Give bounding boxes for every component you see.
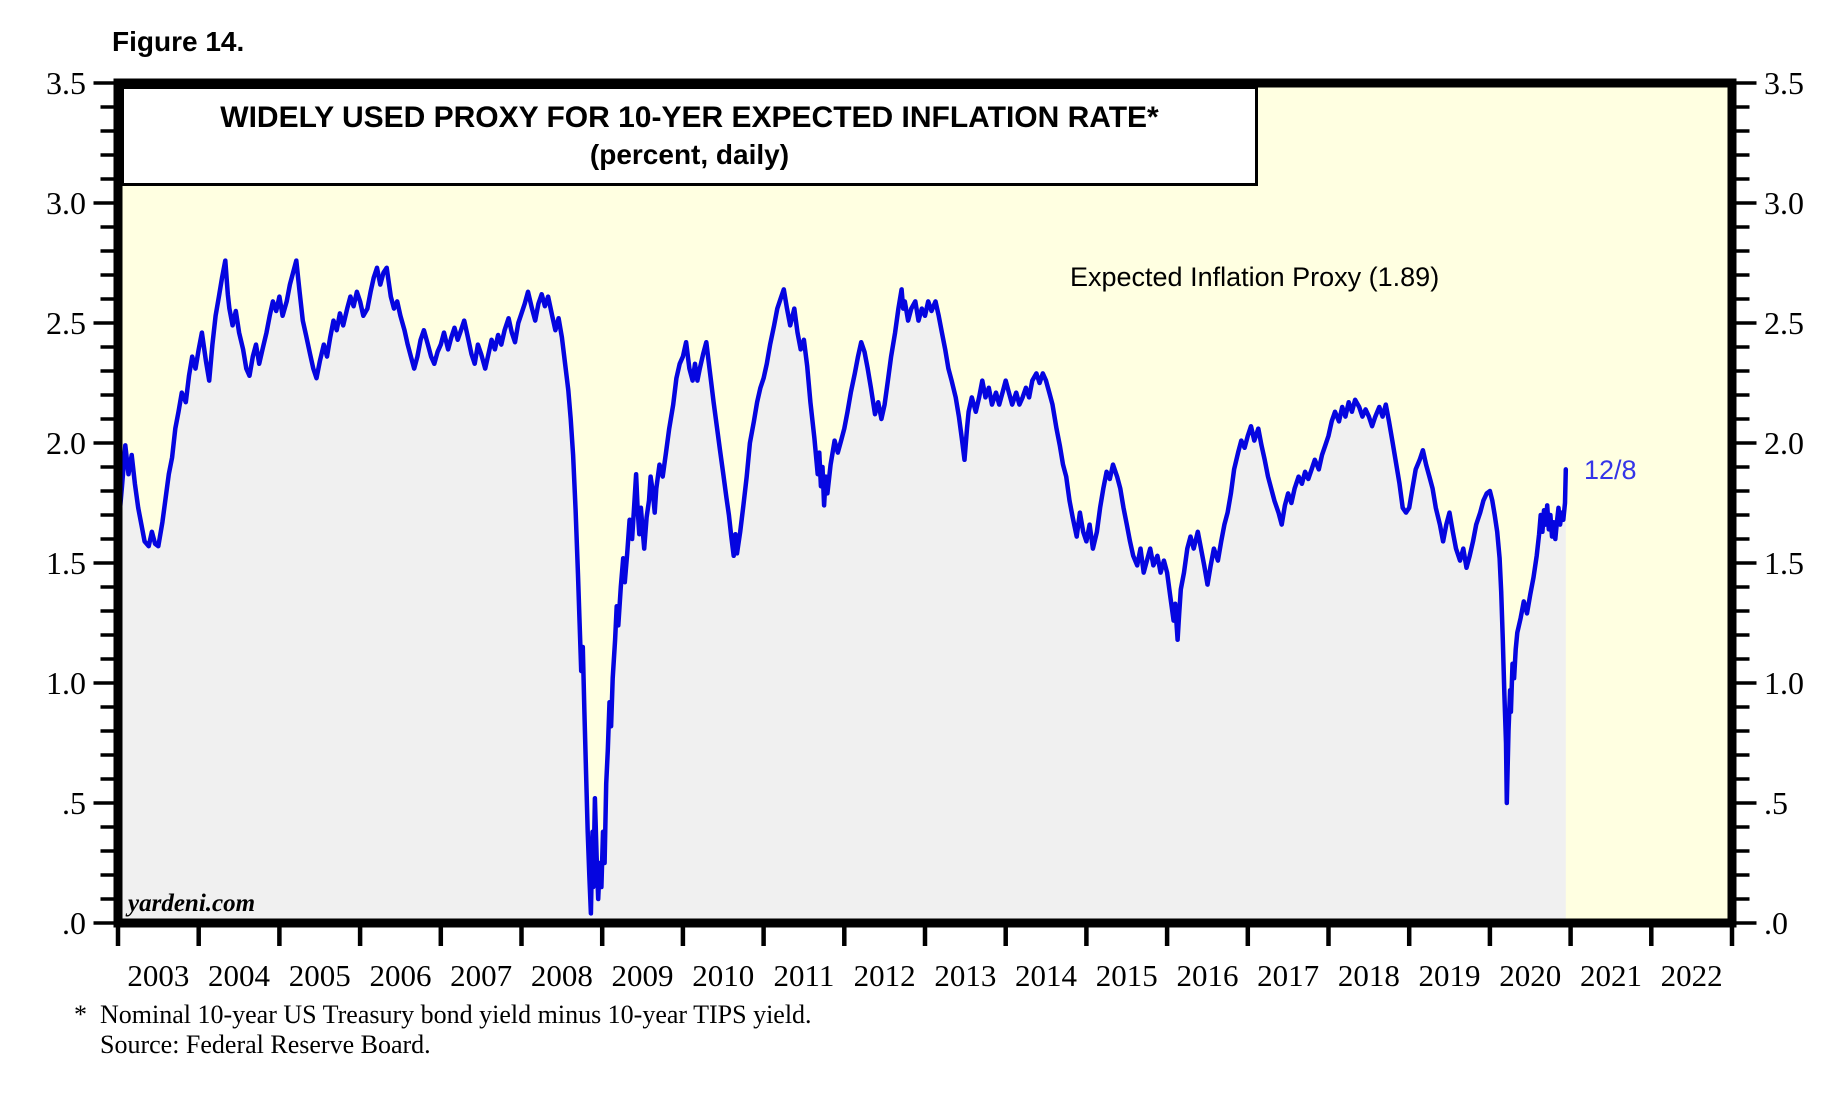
x-axis-year-label: 2022 xyxy=(1661,958,1723,993)
x-axis-year-label: 2015 xyxy=(1096,958,1158,993)
y-axis-tick-label-right: 3.5 xyxy=(1764,65,1804,101)
y-axis-tick-label-left: 3.0 xyxy=(46,185,86,221)
chart-title: WIDELY USED PROXY FOR 10-YER EXPECTED IN… xyxy=(220,101,1159,134)
x-axis-year-label: 2005 xyxy=(289,958,351,993)
y-axis-tick-label-right: .5 xyxy=(1764,785,1788,821)
watermark-yardeni: yardeni.com xyxy=(128,890,256,917)
chart-title-box: WIDELY USED PROXY FOR 10-YER EXPECTED IN… xyxy=(121,86,1258,186)
y-axis-tick-label-left: .0 xyxy=(62,905,86,941)
x-axis-year-label: 2006 xyxy=(369,958,431,993)
series-line xyxy=(115,258,1569,916)
x-axis-year-label: 2008 xyxy=(531,958,593,993)
x-axis-year-label: 2017 xyxy=(1257,958,1319,993)
figure-label: Figure 14. xyxy=(112,26,245,57)
last-date-label: 12/8 xyxy=(1584,455,1637,485)
y-axis-tick-label-right: 2.0 xyxy=(1764,425,1804,461)
y-axis-tick-label-left: 1.5 xyxy=(46,545,86,581)
x-axis-year-label: 2020 xyxy=(1499,958,1561,993)
y-axis-tick-label-left: 3.5 xyxy=(46,65,86,101)
x-axis-year-label: 2013 xyxy=(934,958,996,993)
footnote-marker: * xyxy=(74,1000,87,1029)
y-axis-tick-label-left: 2.0 xyxy=(46,425,86,461)
y-axis-tick-label-right: .0 xyxy=(1764,905,1788,941)
x-axis-year-label: 2021 xyxy=(1580,958,1642,993)
x-axis-year-label: 2012 xyxy=(854,958,916,993)
y-axis-tick-label-right: 2.5 xyxy=(1764,305,1804,341)
x-axis-year-label: 2009 xyxy=(612,958,674,993)
plot-frame xyxy=(113,78,1737,928)
y-axis-tick-label-left: 2.5 xyxy=(46,305,86,341)
x-axis-year-label: 2007 xyxy=(450,958,512,993)
footnote: * Nominal 10-year US Treasury bond yield… xyxy=(74,1000,812,1060)
y-axis-tick-label-left: .5 xyxy=(62,785,86,821)
series-area-fill xyxy=(118,260,1566,924)
x-axis-year-label: 2010 xyxy=(692,958,754,993)
x-axis-year-label: 2003 xyxy=(127,958,189,993)
y-axis-tick-label-right: 1.0 xyxy=(1764,665,1804,701)
x-axis-year-label: 2016 xyxy=(1176,958,1238,993)
x-axis-year-label: 2018 xyxy=(1338,958,1400,993)
y-axis-tick-label-left: 1.0 xyxy=(46,665,86,701)
x-axis-year-label: 2019 xyxy=(1419,958,1481,993)
x-axis-year-label: 2014 xyxy=(1015,958,1078,993)
chart-subtitle: (percent, daily) xyxy=(589,139,790,170)
x-axis-year-label: 2004 xyxy=(208,958,271,993)
y-axis-tick-label-right: 1.5 xyxy=(1764,545,1804,581)
footnote-line1: Nominal 10-year US Treasury bond yield m… xyxy=(100,1000,812,1029)
y-axis-tick-label-right: 3.0 xyxy=(1764,185,1804,221)
series-legend-label: Expected Inflation Proxy (1.89) xyxy=(1070,262,1440,292)
x-axis-year-label: 2011 xyxy=(774,958,835,993)
footnote-line2: Source: Federal Reserve Board. xyxy=(100,1030,431,1059)
